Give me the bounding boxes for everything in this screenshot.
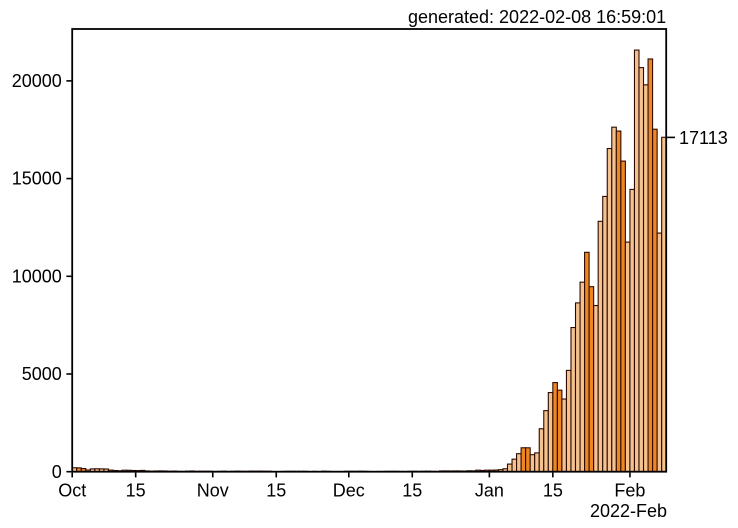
svg-text:5000: 5000 [22,364,62,384]
svg-text:Oct: Oct [58,481,86,501]
svg-text:Dec: Dec [333,481,365,501]
svg-text:generated: 2022-02-08 16:59:01: generated: 2022-02-08 16:59:01 [408,7,666,27]
svg-text:15000: 15000 [12,169,62,189]
svg-text:Feb: Feb [614,481,645,501]
svg-text:15: 15 [402,481,422,501]
svg-text:Jan: Jan [475,481,504,501]
svg-text:Nov: Nov [197,481,229,501]
svg-text:17113: 17113 [679,128,728,148]
svg-text:15: 15 [543,481,563,501]
svg-text:10000: 10000 [12,266,62,286]
svg-text:15: 15 [126,481,146,501]
svg-text:2022-Feb: 2022-Feb [590,501,667,521]
svg-text:20000: 20000 [12,71,62,91]
svg-text:15: 15 [266,481,286,501]
svg-text:0: 0 [52,462,62,482]
